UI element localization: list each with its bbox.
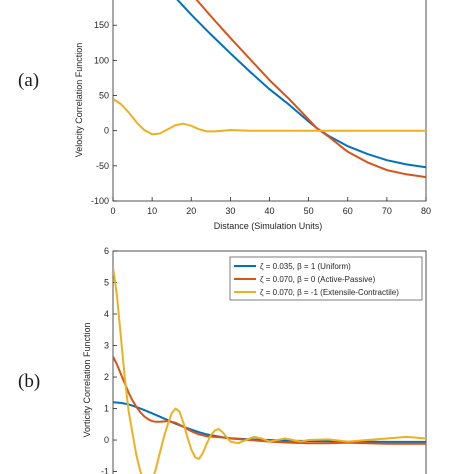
y-tick-label-a: 100 bbox=[94, 55, 109, 65]
series-line-a-blue bbox=[176, 0, 426, 169]
y-tick-label-b: 0 bbox=[104, 435, 109, 445]
x-tick-label-a: 70 bbox=[382, 206, 392, 216]
x-tick-label-a: 10 bbox=[147, 206, 157, 216]
legend-label-extensile-contractile: ζ = 0.070, β = -1 (Extensile-Contractile… bbox=[260, 288, 399, 297]
y-tick-label-a: -50 bbox=[96, 161, 109, 171]
x-tick-label-a: 40 bbox=[264, 206, 274, 216]
legend-label-active-passive: ζ = 0.070, β = 0 (Active-Passive) bbox=[260, 275, 376, 284]
panel-label-a: (a) bbox=[18, 70, 39, 91]
chart-b: -1 0 1 2 3 4 5 6 Vorticity Correlation Function… bbox=[82, 246, 427, 474]
series-line-b-orange bbox=[113, 356, 426, 445]
y-tick-label-b: -1 bbox=[101, 467, 109, 474]
y-axis-label-a: Velocity Correlation Function bbox=[74, 43, 84, 158]
axes-box-b bbox=[112, 250, 427, 474]
y-tick-label-b: 2 bbox=[104, 372, 109, 382]
x-tick-label-a: 80 bbox=[421, 206, 431, 216]
y-tick-label-b: 6 bbox=[104, 246, 109, 256]
legend-label-uniform: ζ = 0.035, β = 1 (Uniform) bbox=[260, 262, 351, 271]
x-tick-label-a: 20 bbox=[186, 206, 196, 216]
y-tick-label-b: 5 bbox=[104, 278, 109, 288]
y-tick-label-a: 150 bbox=[94, 20, 109, 30]
series-line-b-yellow bbox=[113, 266, 426, 474]
chart-a: -100 -50 0 50 100 150 0 10 20 30 40 50 60 70 80 Dista… bbox=[74, 0, 431, 231]
y-tick-label-b: 3 bbox=[104, 341, 109, 351]
axes-box-a bbox=[112, 0, 427, 202]
x-tick-label-a: 50 bbox=[304, 206, 314, 216]
y-tick-label-a: -100 bbox=[91, 196, 109, 206]
legend-box bbox=[229, 256, 423, 301]
x-tick-label-a: 30 bbox=[225, 206, 235, 216]
y-axis-label-b: Vorticity Correlation Function bbox=[82, 322, 92, 437]
x-axis-label-a: Distance (Simulation Units) bbox=[214, 221, 323, 231]
y-tick-label-a: 0 bbox=[104, 126, 109, 136]
x-tick-label-a: 60 bbox=[343, 206, 353, 216]
y-tick-label-b: 4 bbox=[104, 309, 109, 319]
panel-label-b: (b) bbox=[18, 371, 40, 392]
series-line-a-orange bbox=[195, 0, 426, 179]
y-tick-label-b: 1 bbox=[104, 404, 109, 414]
series-line-a-yellow bbox=[113, 98, 426, 136]
x-tick-label-a: 0 bbox=[110, 206, 115, 216]
y-tick-label-a: 50 bbox=[99, 91, 109, 101]
legend-b: ζ = 0.035, β = 1 (Uniform) ζ = 0.070, β … bbox=[229, 256, 423, 301]
